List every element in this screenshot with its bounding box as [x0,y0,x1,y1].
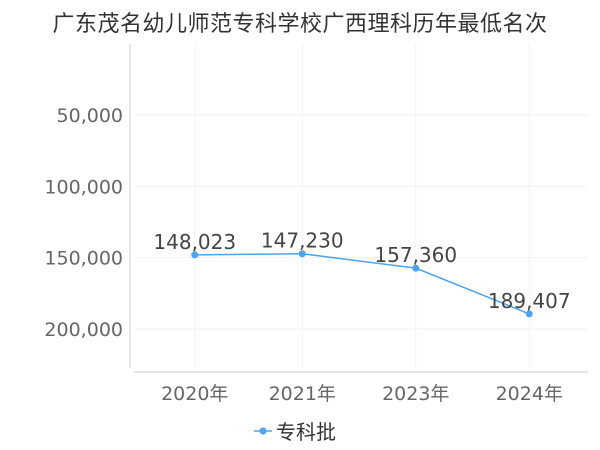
legend-label: 专科批 [276,420,336,444]
x-tick-label: 2024年 [496,383,563,405]
data-point[interactable] [191,251,199,259]
legend[interactable]: 专科批 [254,420,336,444]
y-tick-label: 100,000 [44,176,123,198]
x-tick-label: 2023年 [382,383,449,405]
y-tick-label: 150,000 [44,248,123,270]
chart-title: 广东茂名幼儿师范专科学校广西理科历年最低名次 [52,12,548,37]
x-tick-label: 2021年 [269,383,336,405]
data-label: 189,407 [488,289,571,313]
data-label: 148,023 [153,230,236,254]
legend-marker-icon [259,427,267,435]
data-point[interactable] [412,264,420,272]
data-point[interactable] [298,250,306,258]
data-point[interactable] [525,310,533,318]
y-tick-label: 200,000 [44,319,123,341]
grid-layer [134,44,588,368]
y-axis-ticks: 50,000 100,000 150,000 200,000 [44,105,123,341]
x-tick-label: 2020年 [161,383,228,405]
series-layer: 148,023 147,230 157,360 189,407 [153,229,571,318]
data-label: 147,230 [261,229,344,253]
data-label: 157,360 [374,243,457,267]
series-line [194,252,530,315]
x-axis-ticks: 2020年 2021年 2023年 2024年 [161,383,563,405]
y-tick-label: 50,000 [57,105,123,127]
